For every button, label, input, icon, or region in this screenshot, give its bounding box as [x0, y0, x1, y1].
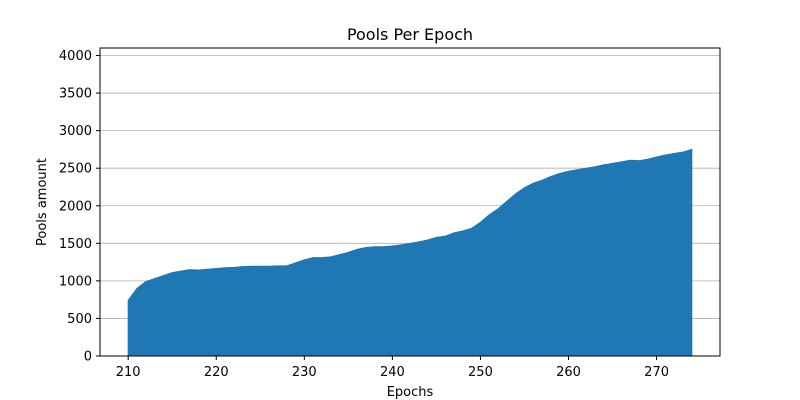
y-tick-label: 500 [67, 312, 92, 327]
x-tick-label: 230 [292, 365, 317, 380]
y-tick-label: 4000 [59, 49, 92, 64]
y-tick-label: 3500 [59, 87, 92, 102]
area-series [127, 148, 693, 357]
y-tick-label: 1000 [59, 274, 92, 289]
y-tick-label: 1500 [59, 237, 92, 252]
chart-title: Pools Per Epoch [347, 25, 473, 44]
x-axis-ticks: 210 220 230 240 250 260 270 [116, 356, 669, 380]
plot-frame [99, 47, 721, 357]
x-tick-label: 240 [380, 365, 405, 380]
x-tick-label: 210 [116, 365, 141, 380]
y-axis-label: Pools amount [35, 158, 50, 246]
x-tick-label: 250 [468, 365, 493, 380]
x-tick-label: 260 [556, 365, 581, 380]
y-tick-label: 2000 [59, 199, 92, 214]
y-axis-ticks: 0 500 1000 1500 2000 2500 3000 3500 4000 [59, 49, 100, 365]
x-tick-label: 220 [204, 365, 229, 380]
x-axis-label: Epochs [387, 385, 434, 400]
x-tick-label: 270 [644, 365, 669, 380]
area-fill [127, 148, 693, 357]
y-tick-label: 0 [84, 350, 92, 365]
y-tick-label: 3000 [59, 124, 92, 139]
y-tick-label: 2500 [59, 162, 92, 177]
